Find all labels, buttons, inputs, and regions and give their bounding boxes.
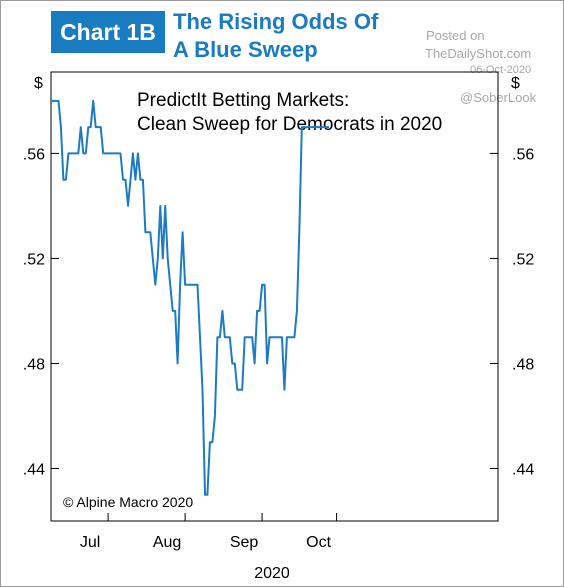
plot-area (50, 71, 499, 522)
x-tick-label: Oct (306, 534, 331, 551)
y-axis-unit-left: $ (34, 75, 43, 92)
chart-tag: Chart 1B (51, 11, 165, 53)
y-tick-label-left: .56 (23, 146, 45, 163)
x-tick-label: Sep (230, 534, 259, 551)
chart-subtitle: Clean Sweep for Democrats in 2020 (137, 114, 442, 135)
x-axis-label: 2020 (254, 565, 290, 582)
y-axis-unit-right: $ (511, 75, 520, 92)
watermark-site: TheDailyShot.com (425, 46, 532, 61)
y-tick-label-left: .48 (23, 356, 45, 373)
series-line (51, 99, 330, 496)
y-tick-label-right: .44 (512, 461, 534, 478)
headline-line-2: A Blue Sweep (173, 37, 318, 62)
chart-headline: The Rising Odds Of A Blue Sweep (173, 8, 378, 64)
chart-title: PredictIt Betting Markets: (137, 90, 349, 111)
y-tick-label-right: .56 (512, 146, 534, 163)
headline-line-1: The Rising Odds Of (173, 9, 379, 34)
watermark-date: 06-Oct-2020 (470, 64, 532, 76)
x-tick-label: Jul (80, 534, 100, 551)
y-tick-label-left: .52 (23, 251, 45, 268)
chart-credit: © Alpine Macro 2020 (63, 494, 193, 510)
y-tick-label-right: .48 (512, 356, 534, 373)
x-tick-label: Aug (153, 534, 181, 551)
y-tick-label-right: .52 (512, 251, 534, 268)
y-tick-label-left: .44 (23, 461, 45, 478)
watermark-posted: Posted on (426, 28, 485, 43)
